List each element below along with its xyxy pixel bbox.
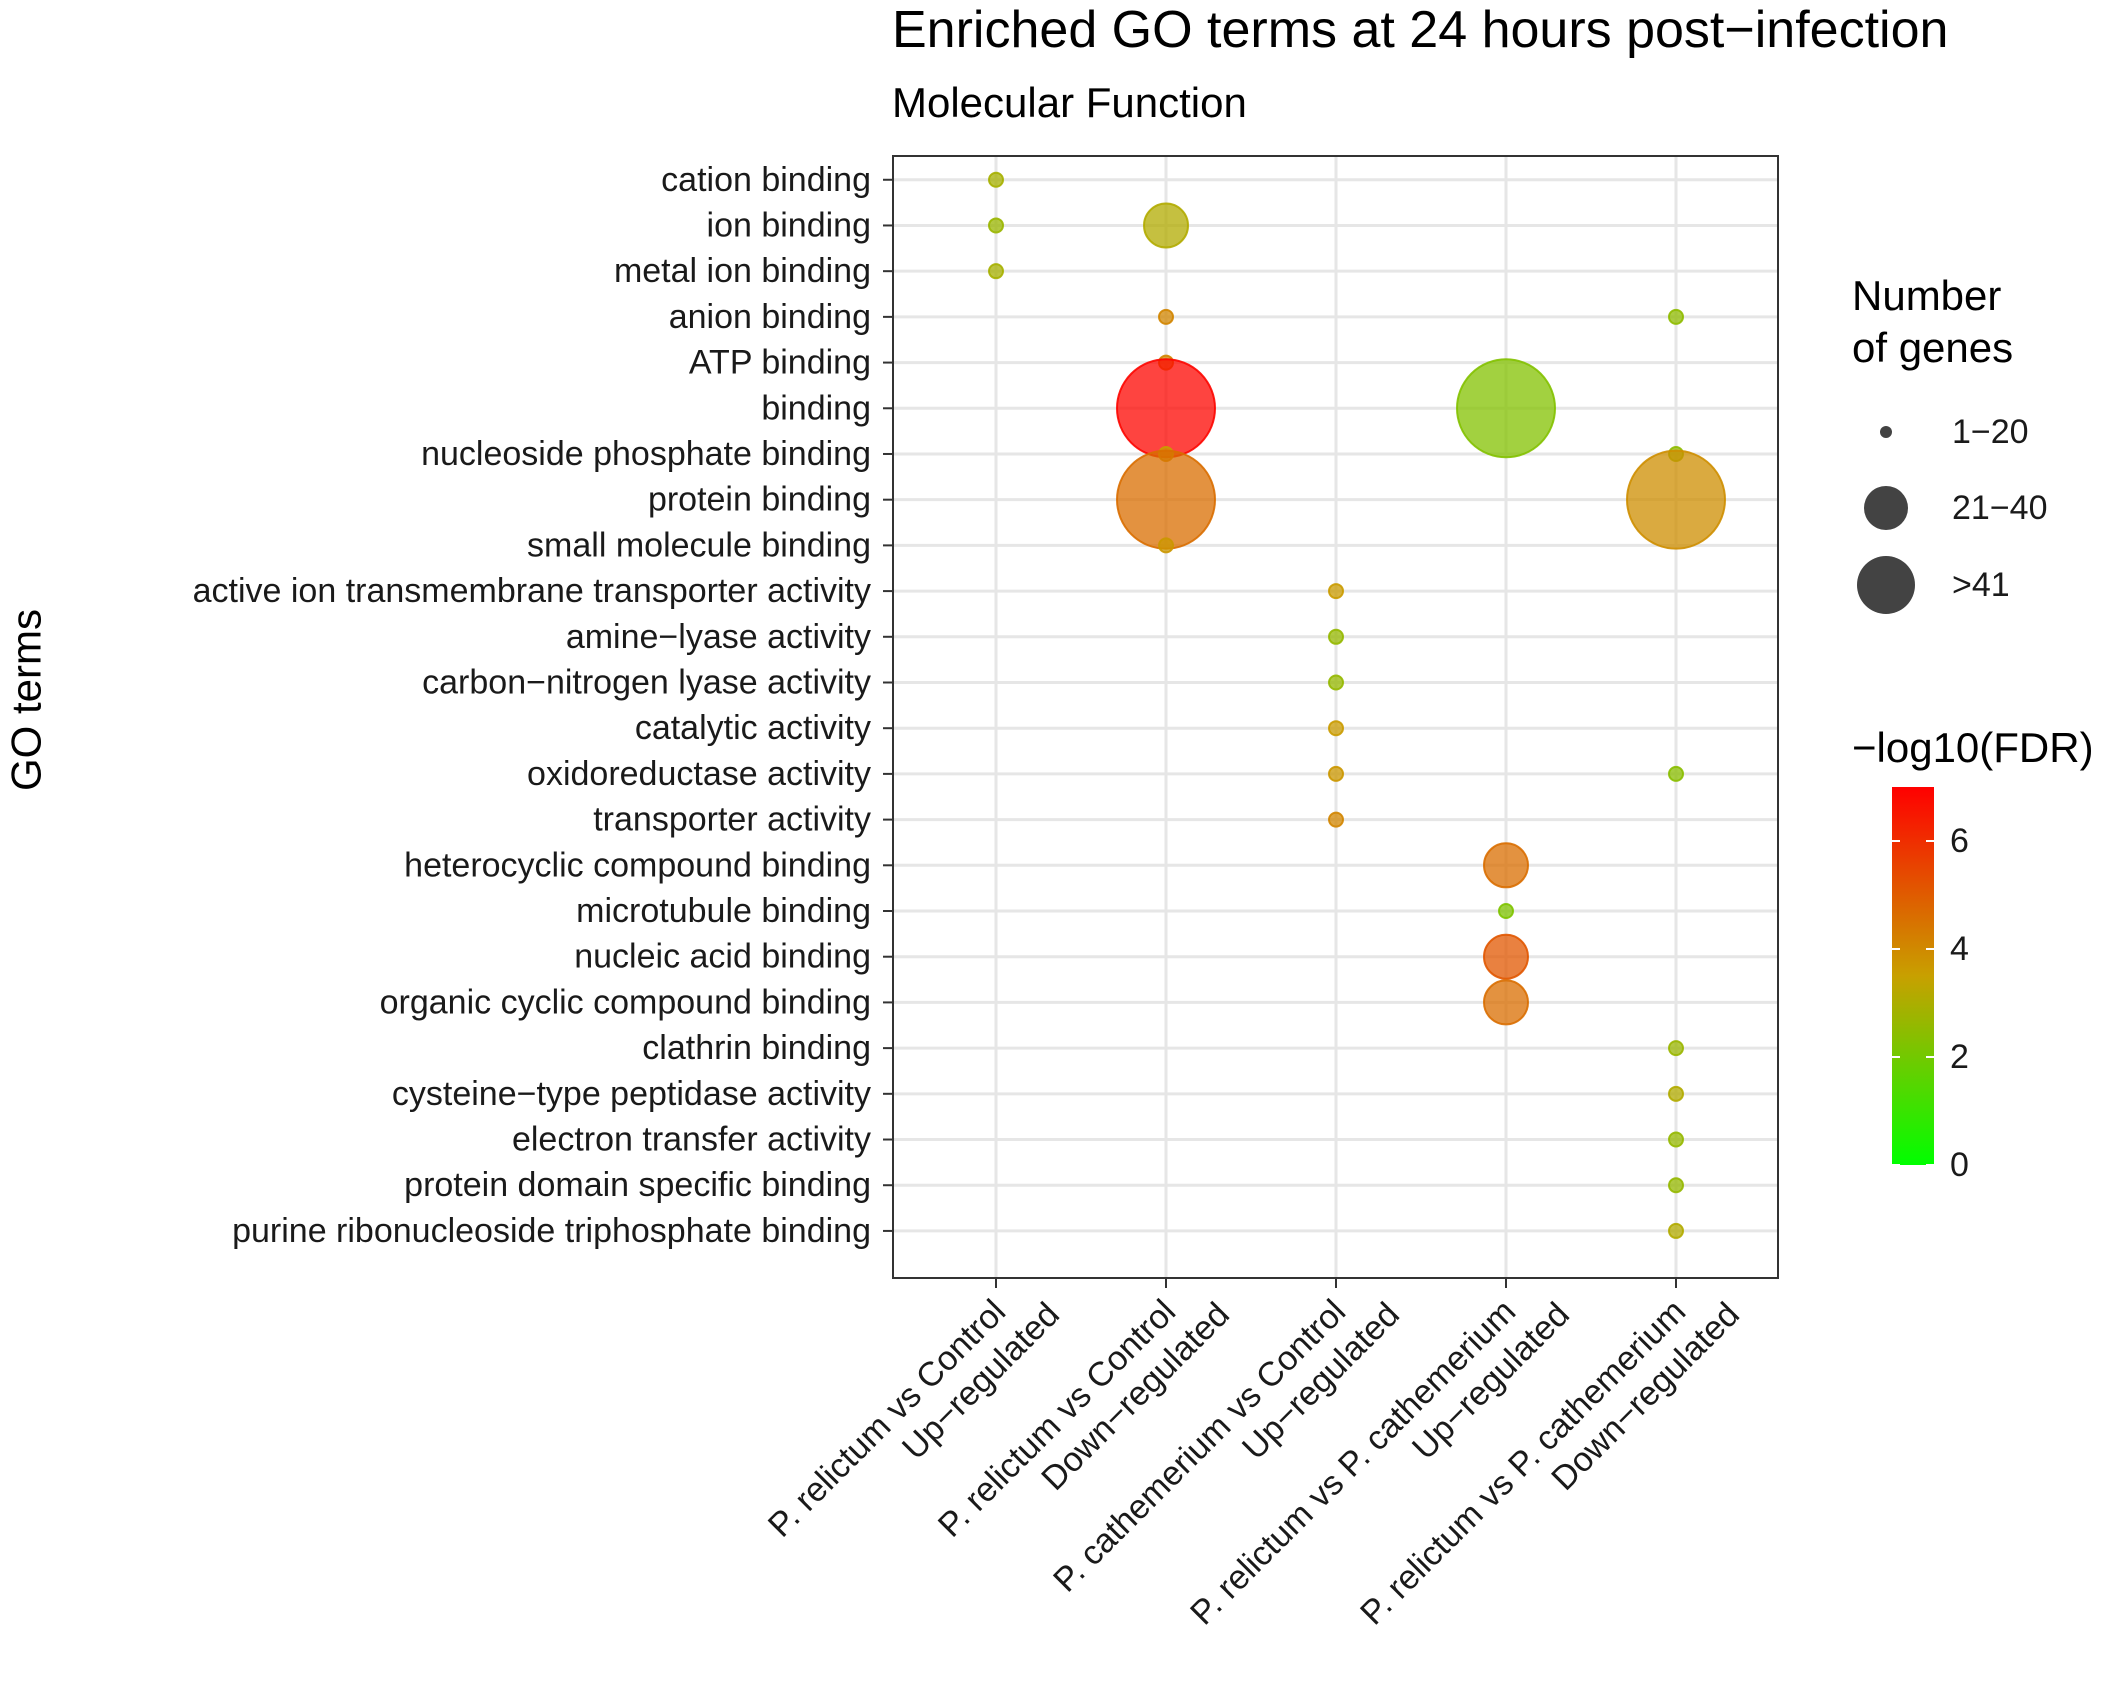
- data-point: [1668, 1040, 1684, 1057]
- y-tick-label: transporter activity: [593, 801, 871, 839]
- y-tick-label: cation binding: [661, 161, 871, 199]
- data-point: [1668, 1131, 1684, 1148]
- data-point: [1483, 979, 1529, 1026]
- y-tick-label: catalytic activity: [635, 709, 871, 747]
- data-point: [1116, 358, 1216, 459]
- color-tick-label: 2: [1950, 1038, 1969, 1076]
- y-tick-label: anion binding: [669, 298, 871, 336]
- color-legend-title: −log10(FDR): [1852, 724, 2094, 771]
- size-legend-label: 1−20: [1952, 413, 2029, 451]
- data-point: [1668, 1222, 1684, 1239]
- data-point: [988, 217, 1004, 234]
- data-point: [1158, 308, 1174, 325]
- data-point: [1328, 583, 1344, 600]
- y-tick-label: oxidoreductase activity: [527, 755, 871, 793]
- data-points: [988, 171, 1726, 1239]
- y-tick-label: nucleoside phosphate binding: [421, 435, 871, 473]
- y-tick-label: clathrin binding: [642, 1029, 871, 1067]
- data-point: [1143, 202, 1189, 249]
- y-tick-label: binding: [761, 389, 871, 427]
- y-tick-label: metal ion binding: [614, 252, 871, 290]
- data-point: [1626, 449, 1726, 550]
- y-tick-label: nucleic acid binding: [574, 938, 871, 976]
- y-tick-label: heterocyclic compound binding: [404, 846, 871, 884]
- size-legend-label: 21−40: [1952, 489, 2048, 527]
- y-tick-label: ATP binding: [689, 344, 871, 382]
- color-legend: −log10(FDR) 0 2 4 6: [1852, 724, 2094, 1184]
- y-tick-label: amine−lyase activity: [566, 618, 871, 656]
- y-tick-label: microtubule binding: [576, 892, 871, 930]
- y-tick-label: ion binding: [707, 206, 871, 244]
- y-tick-label: purine ribonucleoside triphosphate bindi…: [232, 1212, 871, 1250]
- data-point: [1328, 674, 1344, 691]
- data-point: [1328, 765, 1344, 782]
- y-tick-label: protein binding: [648, 481, 871, 519]
- size-legend-key: [1864, 486, 1908, 530]
- color-tick-label: 0: [1950, 1146, 1969, 1184]
- size-legend-title-line2: of genes: [1852, 324, 2013, 371]
- data-point: [1668, 765, 1684, 782]
- data-point: [1328, 811, 1344, 828]
- y-tick-label: electron transfer activity: [512, 1121, 871, 1159]
- data-point: [1668, 1085, 1684, 1102]
- y-tick-label: carbon−nitrogen lyase activity: [422, 663, 871, 701]
- size-legend-title-line1: Number: [1852, 272, 2001, 319]
- data-point: [1328, 628, 1344, 645]
- data-point: [1158, 537, 1174, 554]
- y-tick-label: active ion transmembrane transporter act…: [193, 572, 871, 610]
- size-legend-key: [1880, 426, 1892, 438]
- data-point: [1328, 720, 1344, 737]
- y-tick-label: cysteine−type peptidase activity: [392, 1075, 871, 1113]
- data-point: [988, 263, 1004, 280]
- data-point: [1483, 842, 1529, 889]
- color-bar: [1892, 787, 1934, 1165]
- y-axis-title: GO terms: [3, 609, 50, 791]
- chart-subtitle: Molecular Function: [892, 79, 1247, 126]
- color-tick-label: 4: [1950, 930, 1969, 968]
- color-tick-label: 6: [1950, 822, 1969, 860]
- data-point: [1668, 308, 1684, 325]
- y-tick-label: protein domain specific binding: [404, 1166, 871, 1204]
- data-point: [988, 171, 1004, 188]
- data-point: [1498, 903, 1514, 920]
- y-tick-label: small molecule binding: [527, 526, 871, 564]
- size-legend: Number of genes 1−20 21−40 >41: [1852, 272, 2048, 614]
- chart-title: Enriched GO terms at 24 hours post−infec…: [892, 1, 1948, 59]
- y-axis-ticks: cation binding ion binding metal ion bindi…: [193, 161, 893, 1250]
- size-legend-key: [1857, 556, 1915, 614]
- y-tick-label: organic cyclic compound binding: [380, 983, 871, 1021]
- data-point: [1456, 358, 1556, 459]
- size-legend-label: >41: [1952, 566, 2010, 604]
- data-point: [1483, 933, 1529, 980]
- data-point: [1116, 449, 1216, 550]
- data-point: [1668, 1177, 1684, 1194]
